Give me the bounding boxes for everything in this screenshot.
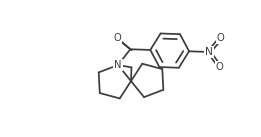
Text: N: N [114, 60, 122, 70]
Text: O: O [217, 33, 224, 43]
Text: O: O [216, 62, 223, 72]
Text: O: O [114, 33, 121, 43]
Text: N: N [205, 47, 213, 57]
